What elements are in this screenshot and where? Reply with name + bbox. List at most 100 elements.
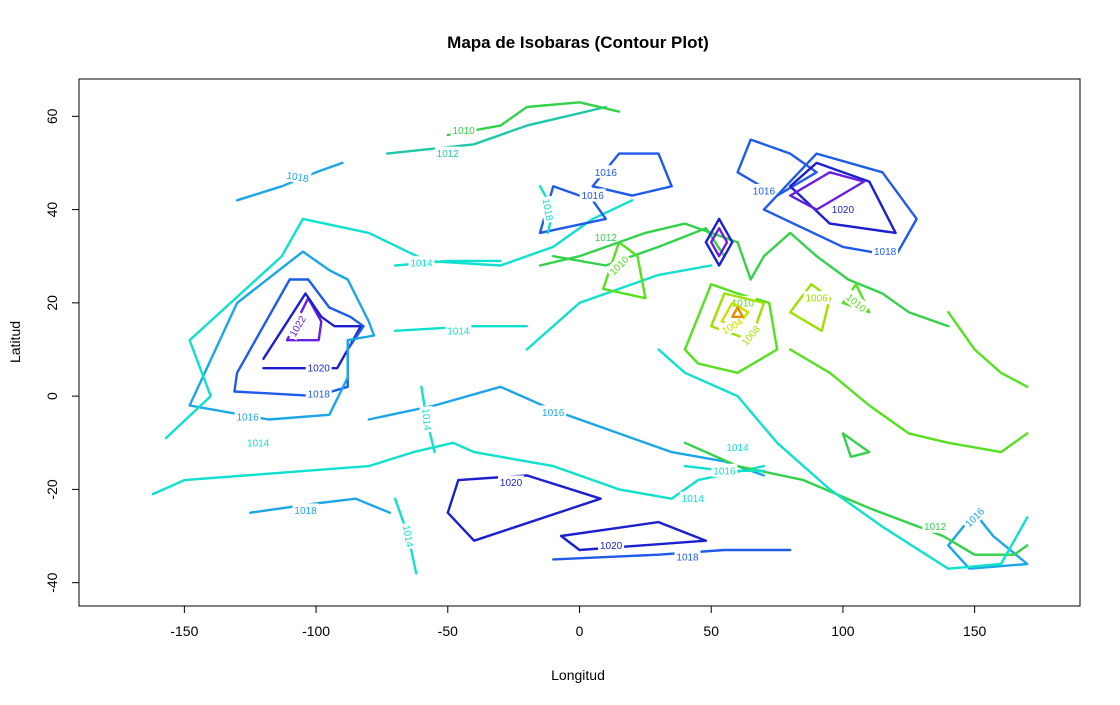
contour-label: 1014 (726, 443, 749, 454)
x-tick-label: -50 (438, 623, 458, 639)
contour-label-group: 1014 (679, 491, 706, 505)
contour-label-group: 1014 (724, 440, 751, 454)
contour-label-group: 1018 (539, 195, 558, 224)
contour-line-1008 (710, 292, 766, 342)
y-axis: -40 -20 0 20 40 60 (44, 108, 79, 593)
contour-label-group: 1014 (419, 405, 435, 433)
contour-label-group: 1020 (305, 361, 332, 375)
contour-label-bg (408, 256, 435, 270)
y-tick-label: 20 (44, 295, 60, 311)
contour-label-bg (450, 123, 477, 137)
contour-label-group: 1018 (292, 503, 319, 517)
contour-label-group: 1016 (592, 165, 619, 179)
contour-line-1014 (393, 325, 528, 332)
contour-label-bg (922, 519, 949, 533)
contour-label: 1014 (247, 438, 270, 449)
contour-label-bg (717, 313, 747, 338)
contour-line-1004 (731, 306, 744, 318)
y-tick-label: 40 (44, 202, 60, 218)
contour-label-bg (803, 291, 830, 305)
contour-label-bg (540, 405, 567, 419)
contour-line-1010 (947, 311, 1029, 388)
contour-label: 1018 (294, 506, 317, 517)
x-tick-label: -100 (302, 623, 330, 639)
contour-label-bg (305, 361, 332, 375)
contour-label-bg (724, 440, 751, 454)
y-tick-label: -20 (44, 479, 60, 499)
contour-label-bg (829, 202, 856, 216)
contour-label: 1020 (600, 541, 623, 552)
contour-label: 1016 (595, 168, 618, 179)
contour-label-bg (842, 289, 871, 316)
contour-label-bg (234, 410, 261, 424)
contour-label: 1014 (682, 494, 705, 505)
contour-label-bg (245, 435, 272, 449)
x-tick-label: -150 (170, 623, 198, 639)
contour-label-bg (872, 244, 899, 258)
x-tick-label: 50 (703, 623, 719, 639)
contour-line-1020 (789, 161, 897, 235)
contour-label-group: 1016 (750, 183, 777, 197)
contour-label: 1016 (582, 191, 605, 202)
contour-label-bg (711, 463, 738, 477)
contour-label: 1010 (732, 298, 755, 309)
contour-line-1010 (446, 101, 621, 137)
contour-label-bg (592, 230, 619, 244)
contour-label: 1016 (753, 186, 776, 197)
contour-label-bg (400, 522, 418, 550)
contour-label-bg (604, 251, 633, 279)
contour-label-bg (579, 188, 606, 202)
contour-line-1016 (248, 497, 391, 514)
contour-label-group: 1010 (450, 123, 477, 137)
contour-label-group: 1006 (803, 291, 830, 305)
contour-label-group: 1014 (445, 323, 472, 337)
contour-label: 1012 (437, 149, 460, 160)
contour-label-bg (498, 475, 525, 489)
contour-line-1022 (789, 171, 866, 211)
contour-label: 1020 (500, 478, 523, 489)
contour-label: 1020 (832, 205, 855, 216)
contour-line-1018 (233, 278, 365, 398)
contour-label-group: 1014 (408, 256, 435, 270)
contour-line-1016 (591, 152, 673, 197)
contour-line-1018 (762, 152, 918, 258)
contour-label-group: 1012 (592, 230, 619, 244)
contour-label: 1012 (595, 233, 618, 244)
contour-label-group: 1020 (598, 538, 625, 552)
contour-line-1016 (367, 385, 766, 477)
contour-label-bg (285, 311, 310, 341)
y-tick-label: 0 (44, 392, 60, 400)
contour-label: 1016 (542, 408, 565, 419)
y-axis-label: Latitud (7, 321, 23, 363)
chart-title: Mapa de Isobaras (Contour Plot) (447, 33, 709, 52)
contour-line-1014 (525, 264, 713, 351)
contour-label-group: 1020 (829, 202, 856, 216)
contour-label: 1006 (805, 294, 828, 305)
contour-label: 1018 (286, 171, 310, 186)
contour-line-1010 (683, 283, 779, 374)
contour-label: 1014 (400, 524, 415, 548)
contour-label-bg (737, 321, 764, 350)
contour-label-group: 1012 (434, 146, 461, 160)
contour-line-1010 (789, 348, 1029, 454)
contour-label: 1012 (924, 522, 947, 533)
contour-label-bg (292, 503, 319, 517)
contour-label-bg (592, 165, 619, 179)
contour-label-group: 1020 (498, 475, 525, 489)
contour-label-group: 1016 (711, 463, 738, 477)
contour-line-1012 (538, 222, 950, 328)
contour-label-bg (674, 550, 701, 564)
contour-label-bg (434, 146, 461, 160)
contour-label-group: 1016 (579, 188, 606, 202)
contour-label: 1020 (308, 364, 331, 375)
contour-label: 1014 (410, 259, 433, 270)
contour-line-1022 (285, 297, 323, 342)
contour-label-group: 1018 (674, 550, 701, 564)
contour-line-1028 (710, 226, 729, 258)
x-tick-label: 100 (831, 623, 855, 639)
contour-label: 1018 (308, 389, 331, 400)
contour-label: 1010 (452, 126, 475, 137)
y-tick-label: -40 (44, 572, 60, 592)
contour-label-bg (539, 195, 558, 224)
